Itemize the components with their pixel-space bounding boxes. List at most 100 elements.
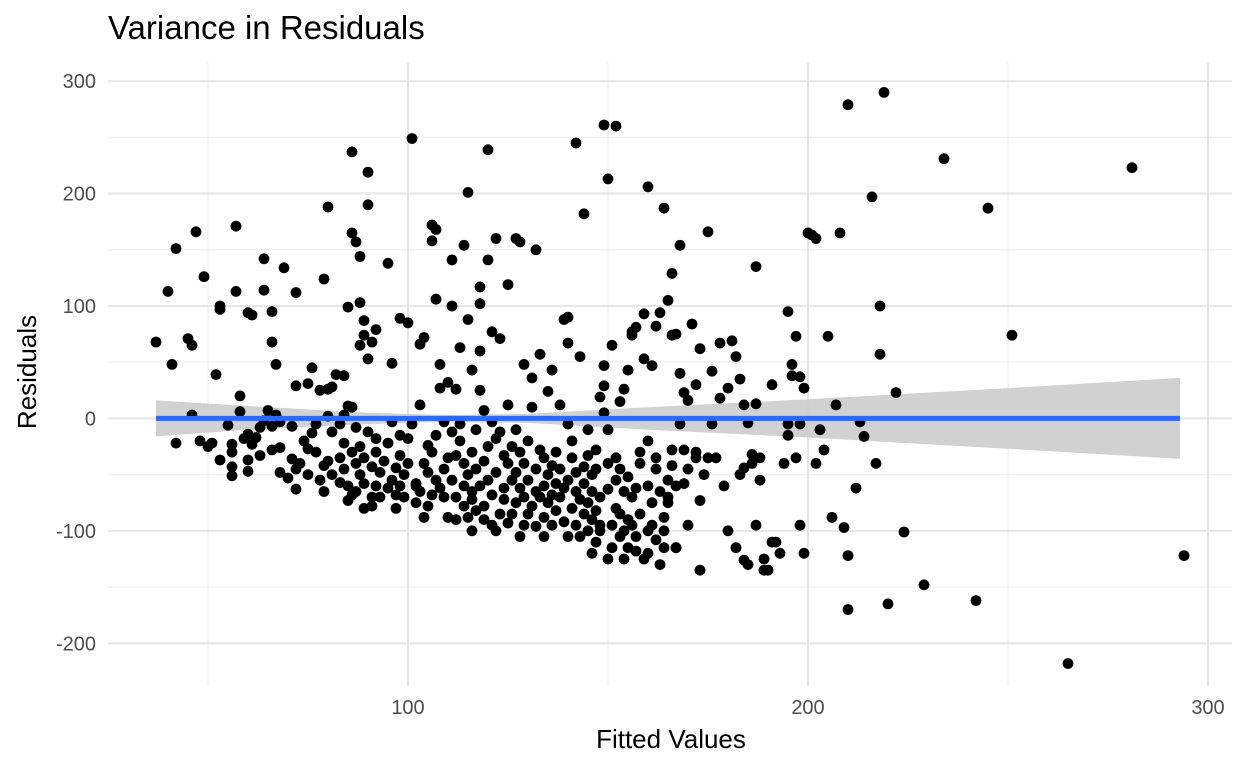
data-point	[734, 373, 746, 385]
data-point	[446, 426, 458, 438]
data-point	[570, 519, 582, 531]
data-point	[474, 281, 486, 293]
data-point	[354, 441, 366, 452]
data-point	[890, 387, 902, 398]
data-point	[918, 579, 930, 591]
data-point	[758, 553, 770, 565]
data-point	[650, 320, 662, 332]
data-point	[462, 314, 474, 325]
data-point	[642, 435, 654, 447]
data-point	[450, 514, 462, 525]
data-point	[618, 553, 630, 565]
data-point	[358, 329, 370, 341]
data-point	[346, 227, 358, 239]
data-point	[562, 474, 574, 486]
data-point	[490, 525, 502, 537]
data-point	[510, 467, 522, 478]
data-point	[378, 455, 390, 467]
data-point	[574, 351, 586, 362]
data-point	[362, 199, 374, 211]
data-point	[590, 444, 602, 456]
data-point	[470, 505, 482, 516]
data-point	[422, 500, 434, 512]
data-point	[694, 495, 706, 506]
data-point	[590, 463, 602, 475]
data-point	[562, 311, 574, 323]
data-point	[366, 500, 378, 512]
data-point	[258, 253, 270, 265]
data-point	[1178, 550, 1190, 561]
data-point	[462, 187, 474, 198]
data-point	[634, 446, 646, 458]
data-point	[462, 469, 474, 480]
data-point	[450, 491, 462, 503]
data-point	[618, 525, 630, 537]
data-point	[458, 480, 470, 492]
data-point	[762, 564, 774, 576]
data-point	[606, 339, 618, 351]
data-point	[794, 418, 806, 430]
data-point	[614, 463, 626, 475]
data-point	[630, 545, 642, 557]
y-tick-label: 0	[85, 408, 96, 430]
data-point	[162, 286, 174, 297]
data-point	[786, 359, 798, 370]
data-point	[518, 458, 530, 469]
data-point	[538, 480, 550, 492]
data-point	[686, 318, 698, 330]
data-point	[438, 463, 450, 475]
data-point	[474, 384, 486, 396]
data-point	[558, 516, 570, 528]
data-point	[366, 461, 378, 473]
data-point	[586, 547, 598, 559]
data-point	[310, 418, 322, 430]
data-point	[670, 542, 682, 554]
data-point	[266, 306, 278, 317]
data-point	[602, 553, 614, 565]
data-point	[430, 293, 442, 305]
data-point	[646, 519, 658, 531]
data-point	[426, 235, 438, 247]
data-point	[478, 405, 490, 416]
data-point	[730, 351, 742, 362]
data-point	[470, 424, 482, 436]
data-point	[554, 491, 566, 503]
data-point	[810, 233, 822, 244]
data-point	[626, 491, 638, 503]
data-point	[714, 337, 726, 349]
tick-labels-layer: 100 200 300 -200 -100 0 100 200 300	[56, 71, 1225, 719]
data-point	[486, 326, 498, 338]
data-point	[858, 431, 870, 442]
data-point	[698, 469, 710, 480]
data-point	[630, 321, 642, 333]
data-point	[450, 450, 462, 461]
data-point	[214, 454, 226, 466]
data-point	[594, 391, 606, 403]
data-point	[482, 474, 494, 486]
data-point	[590, 536, 602, 548]
data-point	[466, 486, 478, 497]
data-point	[722, 525, 734, 537]
data-point	[374, 491, 386, 503]
data-point	[578, 478, 590, 489]
data-point	[614, 508, 626, 520]
data-point	[390, 462, 402, 474]
data-point	[750, 261, 762, 272]
data-point	[350, 236, 362, 248]
data-point	[526, 500, 538, 512]
data-point	[370, 480, 382, 492]
data-point	[610, 452, 622, 464]
data-point	[302, 378, 314, 389]
data-point	[810, 458, 822, 469]
data-point	[502, 399, 514, 411]
data-point	[714, 392, 726, 404]
data-point	[782, 306, 794, 317]
data-point	[406, 418, 418, 430]
data-point	[826, 512, 838, 523]
data-point	[254, 450, 266, 461]
data-point	[1006, 329, 1018, 341]
data-point	[530, 520, 542, 532]
data-point	[690, 379, 702, 391]
y-axis-title: Residuals	[12, 315, 42, 429]
data-point	[454, 342, 466, 353]
